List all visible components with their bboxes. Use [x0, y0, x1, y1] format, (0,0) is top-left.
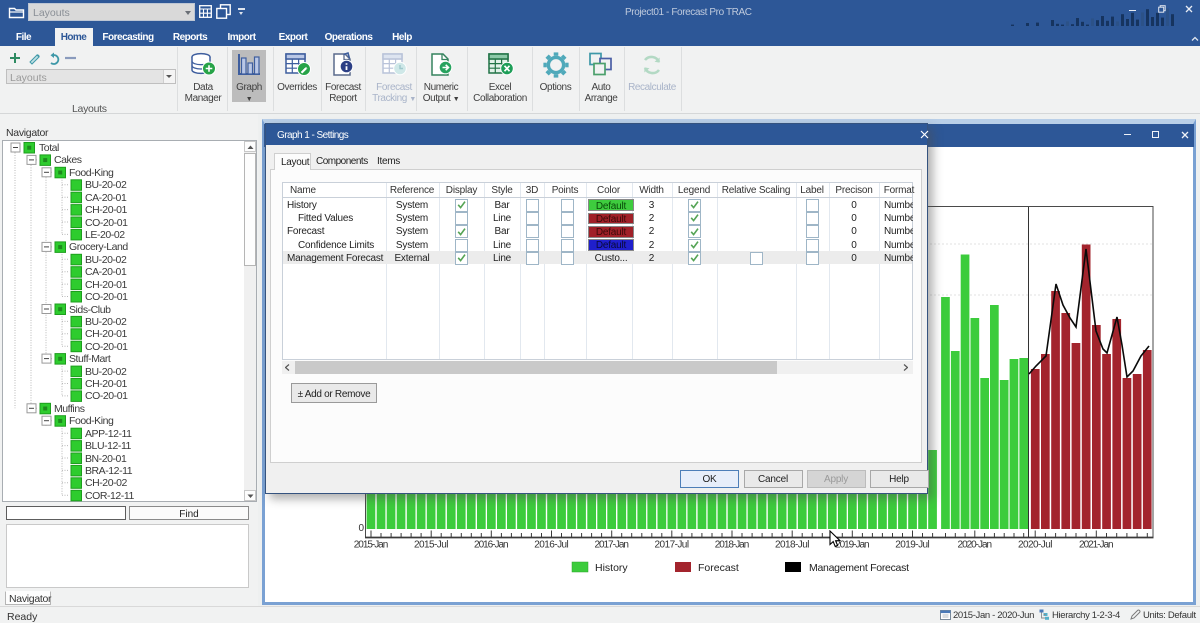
svg-text:0: 0 — [358, 523, 364, 534]
svg-text:2018-Jul: 2018-Jul — [775, 540, 810, 551]
svg-text:Management Forecast: Management Forecast — [809, 562, 909, 574]
svg-text:2020-Jul: 2020-Jul — [1018, 540, 1053, 551]
svg-text:2016-Jan: 2016-Jan — [474, 540, 509, 551]
svg-text:2020-Jan: 2020-Jan — [958, 540, 993, 551]
svg-text:2015-Jul: 2015-Jul — [414, 540, 449, 551]
svg-text:2018-Jan: 2018-Jan — [715, 540, 750, 551]
svg-text:2021-Jan: 2021-Jan — [1079, 540, 1114, 551]
svg-text:History: History — [595, 562, 628, 574]
svg-text:2019-Jan: 2019-Jan — [835, 540, 870, 551]
svg-text:2017-Jul: 2017-Jul — [655, 540, 690, 551]
svg-text:2015-Jan: 2015-Jan — [354, 540, 389, 551]
svg-text:2016-Jul: 2016-Jul — [534, 540, 569, 551]
svg-text:2019-Jul: 2019-Jul — [895, 540, 930, 551]
svg-text:2017-Jan: 2017-Jan — [594, 540, 629, 551]
svg-text:Forecast: Forecast — [698, 562, 739, 574]
